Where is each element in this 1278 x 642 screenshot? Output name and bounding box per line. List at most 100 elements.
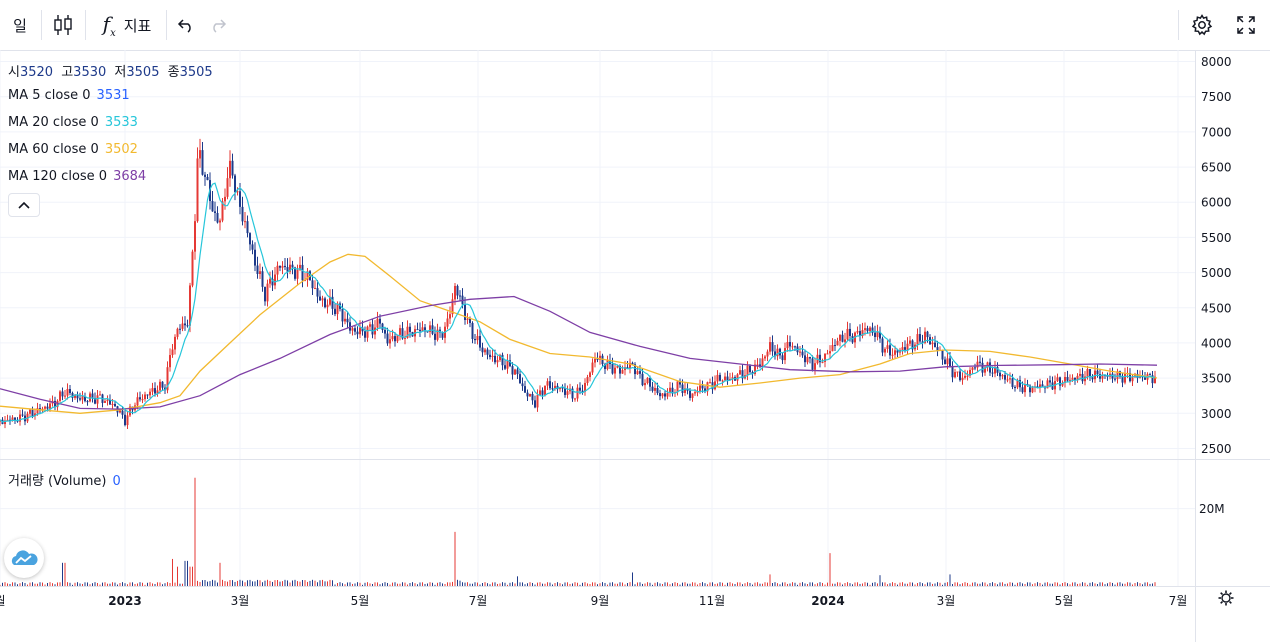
candle-body [979,361,981,363]
volume-bar [362,584,363,586]
indicator-value: 3531 [96,88,130,103]
indicator-label: MA 120 close 0 [8,169,108,184]
volume-bar [222,579,223,586]
candle-body [1154,376,1156,384]
volume-bar [1044,582,1046,586]
candle-body [1011,378,1014,387]
candle-body [834,345,836,347]
gear-hub [1221,593,1231,603]
volume-bar [452,581,453,586]
time-axis-settings-icon[interactable] [1218,590,1234,606]
volume-bar [332,580,333,586]
undo-button[interactable] [172,0,200,50]
candle-body [354,328,356,332]
candle-body [719,374,721,381]
volume-legend[interactable]: 거래량 (Volume) 0 [8,470,121,489]
candle-body [491,355,494,357]
volume-bar [314,580,316,586]
indicator-ma120[interactable]: MA 120 close 0 3684 [8,169,146,184]
candle-body [176,328,179,337]
volume-bar [659,583,661,586]
price-chart[interactable]: 8000 7500 7000 6500 6000 5500 5000 4500 4000 3500… [0,50,1270,642]
fullscreen-button[interactable] [1230,0,1262,50]
volume-bar [89,584,91,586]
volume-bar [364,582,366,586]
candle-body [579,387,581,391]
volume-bar [904,583,906,586]
close-label: 종 [167,65,180,80]
candle-body [119,410,121,413]
volume-bar [302,580,303,586]
volume-bar [282,581,283,586]
candle-body [1101,374,1104,379]
close-value: 3505 [179,65,213,80]
candle-body [701,385,704,389]
volume-bar [1087,584,1088,586]
volume-bar [37,583,38,586]
volume-bar [164,583,166,586]
volume-bar [514,583,516,586]
indicators-button[interactable]: fx 지표 [92,0,162,50]
candle-body [1039,384,1041,389]
volume-bar [189,566,191,586]
indicator-ma60[interactable]: MA 60 close 0 3502 [8,142,138,157]
candle-body [999,372,1001,377]
interval-button[interactable]: 일 [6,0,34,50]
candle-body [551,388,554,390]
volume-bar [194,477,196,586]
candle-body [754,364,756,374]
volume-bars [0,477,1156,586]
candle-body [246,221,249,234]
volume-bar [414,583,416,586]
candle-body [576,387,579,399]
candle-body [446,318,449,327]
candle-body [864,328,866,331]
volume-bar [1114,584,1116,586]
time-axis[interactable]: 월 2023 3월 5월 7월 9월 11월 2024 3월 5월 7월 [0,590,1234,609]
volume-bar [124,583,126,586]
candle-body [44,406,46,409]
indicator-ma20[interactable]: MA 20 close 0 3533 [8,115,138,130]
redo-button[interactable] [204,0,232,50]
candle-body [1134,373,1136,378]
price-tick-label: 8000 [1201,55,1232,69]
candle-body [151,388,154,392]
volume-bar [704,583,706,586]
volume-bar [354,583,356,586]
candle-body [184,323,186,326]
volume-bar [707,584,708,586]
candle-body [476,336,479,341]
volume-bar [159,582,161,586]
price-axis[interactable]: 8000 7500 7000 6500 6000 5500 5000 4500 4000 3500… [1201,55,1232,456]
volume-bar [844,583,846,586]
candle-body [849,328,851,337]
tradingview-logo[interactable] [4,538,44,578]
candle-body [971,367,974,370]
volume-bar [357,582,358,586]
volume-bar [484,582,486,586]
volume-bar [664,582,666,586]
chart-type-button[interactable] [48,0,78,50]
candle-body [206,176,209,181]
candle-body [76,395,79,399]
volume-bar [1134,583,1136,586]
volume-bar [329,579,331,586]
settings-button[interactable] [1186,0,1218,50]
candle-body [679,381,681,385]
candle-body [911,340,914,350]
candle-body [611,363,614,374]
volume-bar [509,582,511,586]
candle-body [619,366,621,374]
candle-body [921,341,924,343]
volume-bar [219,562,221,586]
volume-bar [52,583,53,586]
candle-body [901,347,904,350]
indicator-ma5[interactable]: MA 5 close 0 3531 [8,88,130,103]
collapse-legend-button[interactable] [8,193,40,217]
volume-bar [532,582,533,586]
volume-bar [14,582,16,586]
volume-bar [649,582,651,586]
volume-bar [952,584,953,586]
candle-body [526,392,529,397]
candle-body [81,396,84,400]
